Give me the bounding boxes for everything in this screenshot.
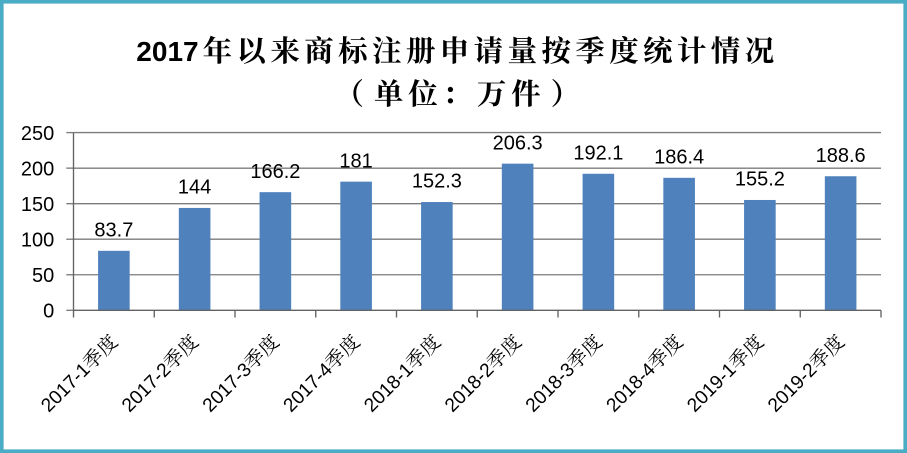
svg-text:144: 144 [178, 177, 211, 199]
svg-text:100: 100 [21, 229, 54, 251]
svg-text:192.1: 192.1 [573, 142, 623, 164]
svg-text:155.2: 155.2 [735, 169, 785, 191]
svg-text:186.4: 186.4 [654, 146, 704, 168]
svg-text:250: 250 [21, 123, 54, 145]
svg-text:206.3: 206.3 [493, 132, 543, 154]
svg-text:181: 181 [339, 150, 372, 172]
svg-text:152.3: 152.3 [412, 171, 462, 193]
svg-text:50: 50 [32, 265, 54, 287]
svg-text:2017: 2017 [136, 36, 198, 67]
svg-text:166.2: 166.2 [250, 161, 300, 183]
svg-text:150: 150 [21, 194, 54, 216]
svg-text:200: 200 [21, 158, 54, 180]
svg-text:0: 0 [43, 301, 54, 323]
svg-text:83.7: 83.7 [94, 219, 133, 241]
svg-text:188.6: 188.6 [816, 145, 866, 167]
